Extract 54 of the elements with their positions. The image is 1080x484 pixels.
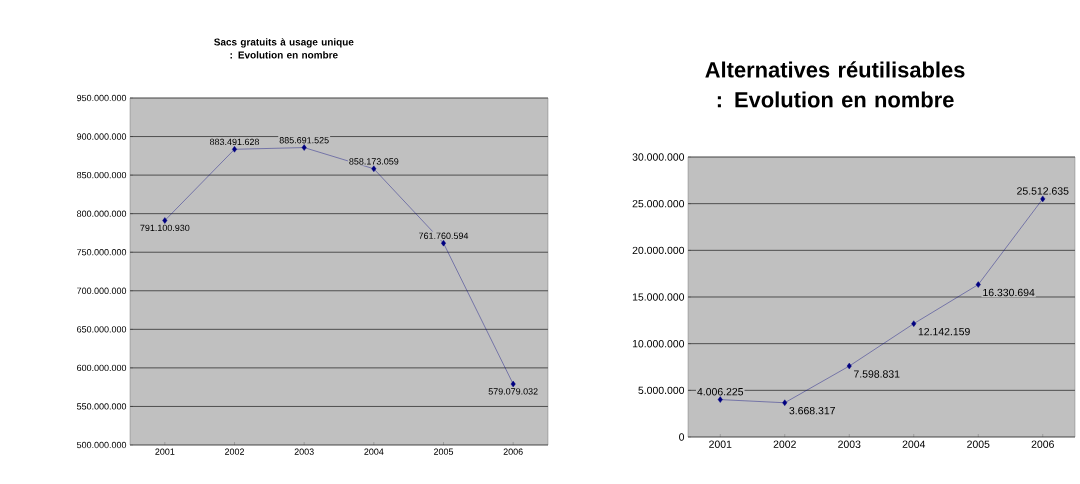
data-label: 791.100.930 bbox=[140, 224, 190, 232]
point bbox=[717, 396, 723, 403]
point bbox=[162, 217, 168, 224]
data-label: 25.512.635 bbox=[1017, 187, 1069, 195]
y-tick-label: 700.000.000 bbox=[77, 287, 127, 294]
chart-title: Sacs gratuits à usage unique : Evolution en nombre bbox=[214, 38, 354, 59]
point bbox=[232, 146, 237, 153]
data-label: 858.173.059 bbox=[349, 158, 399, 165]
data-label: 885.691.525 bbox=[279, 137, 329, 144]
data-label: 7.598.831 bbox=[853, 370, 900, 378]
y-tick-label: 950.000.000 bbox=[77, 94, 127, 102]
data-label: 4.006.225 bbox=[697, 388, 744, 396]
y-tick-label: 10.000.000 bbox=[632, 339, 685, 348]
y-tick-label: 5.000.000 bbox=[638, 386, 685, 395]
data-label: 12.142.159 bbox=[918, 327, 970, 336]
point bbox=[371, 165, 377, 172]
x-tick-label: 2006 bbox=[503, 448, 523, 455]
point bbox=[301, 144, 307, 151]
point bbox=[846, 362, 852, 370]
point bbox=[510, 380, 516, 388]
x-tick-label: 2003 bbox=[838, 440, 861, 448]
point bbox=[782, 399, 788, 406]
y-tick-label: 650.000.000 bbox=[77, 326, 127, 333]
chart-title: Alternatives réutilisables : Evolution en nombre bbox=[705, 61, 965, 108]
x-tick-label: 2004 bbox=[902, 440, 926, 448]
y-tick-label: 750.000.000 bbox=[77, 249, 127, 256]
y-tick-label: 800.000.000 bbox=[77, 210, 127, 217]
data-label: 16.330.694 bbox=[983, 288, 1035, 297]
y-tick-label: 0 bbox=[679, 433, 685, 441]
point bbox=[911, 320, 917, 327]
x-tick-label: 2003 bbox=[294, 448, 314, 455]
x-tick-label: 2005 bbox=[967, 440, 990, 448]
x-tick-label: 2001 bbox=[155, 448, 175, 455]
y-tick-label: 15.000.000 bbox=[632, 293, 685, 301]
y-tick-label: 900.000.000 bbox=[77, 133, 127, 140]
y-tick-label: 600.000.000 bbox=[77, 364, 127, 372]
point bbox=[1040, 195, 1046, 203]
x-tick-label: 2006 bbox=[1031, 440, 1054, 448]
y-tick-label: 500.000.000 bbox=[76, 441, 127, 449]
x-tick-label: 2002 bbox=[224, 448, 245, 455]
data-label: 883.491.628 bbox=[209, 138, 260, 146]
y-tick-label: 850.000.000 bbox=[77, 171, 127, 179]
x-tick-label: 2002 bbox=[773, 440, 796, 448]
y-tick-label: 20.000.000 bbox=[632, 246, 685, 255]
y-tick-label: 550.000.000 bbox=[76, 403, 127, 410]
x-tick-label: 2001 bbox=[709, 440, 732, 448]
y-tick-label: 30.000.000 bbox=[632, 153, 685, 161]
y-tick-label: 25.000.000 bbox=[632, 199, 685, 208]
x-tick-label: 2005 bbox=[433, 448, 454, 455]
point bbox=[975, 281, 981, 288]
x-tick-label: 2004 bbox=[364, 448, 384, 455]
data-label: 579.079.032 bbox=[488, 388, 538, 395]
data-label: 761.760.594 bbox=[419, 232, 469, 239]
data-label: 3.668.317 bbox=[789, 406, 835, 415]
